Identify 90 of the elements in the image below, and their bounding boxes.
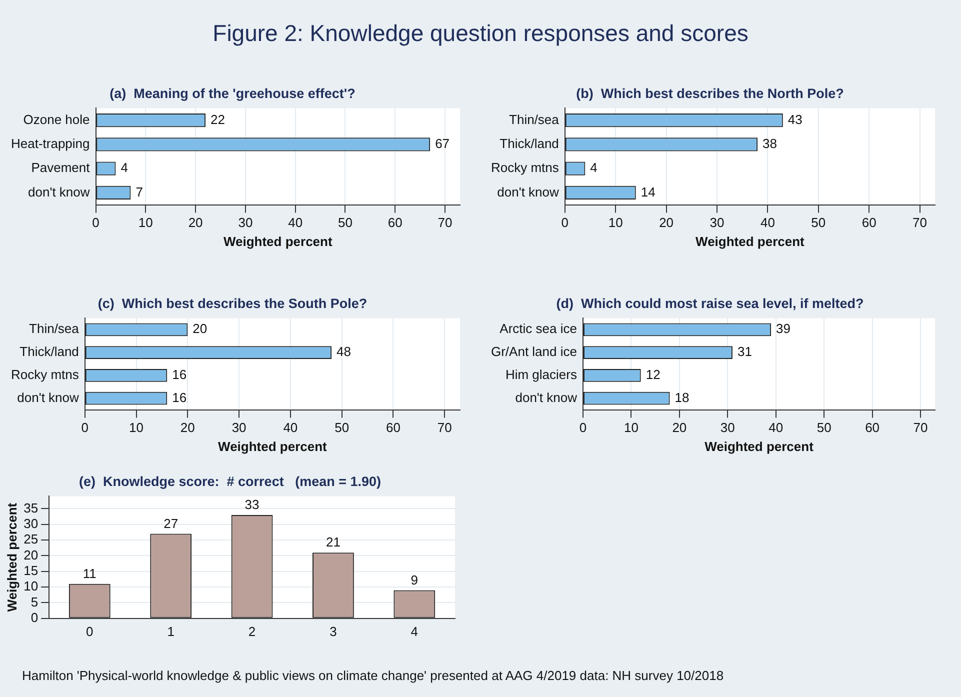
- y-tick-label: Thick/land: [20, 344, 79, 360]
- x-tick-label: 10: [129, 420, 144, 436]
- y-tick-label: 35: [24, 500, 38, 516]
- x-tick-label: 60: [865, 420, 880, 436]
- x-axis-title: Weighted percent: [218, 438, 328, 454]
- data-label: 14: [640, 184, 656, 200]
- x-tick-label: 50: [334, 420, 350, 436]
- chart-title: (c) Which best describes the South Pole?: [98, 296, 368, 311]
- y-tick-label: 20: [24, 547, 38, 562]
- data-label: 16: [172, 367, 187, 382]
- data-label: 43: [788, 112, 802, 127]
- y-tick-label: Thin/sea: [509, 112, 560, 127]
- x-tick-label: 70: [437, 420, 452, 436]
- data-label: 67: [435, 136, 450, 152]
- y-tick-label: 15: [24, 562, 38, 578]
- y-tick-label: 25: [24, 532, 38, 547]
- x-tick-label: 20: [188, 215, 203, 230]
- x-tick-label: 60: [388, 215, 402, 230]
- data-label: 39: [776, 321, 791, 336]
- data-label: 20: [192, 321, 208, 336]
- x-tick-label: 50: [338, 215, 352, 230]
- chart-title: (d) Which could most raise sea level, if melted?: [556, 296, 864, 311]
- x-tick-label: 60: [386, 420, 400, 436]
- data-label: 4: [590, 160, 598, 176]
- x-axis-title: Weighted percent: [223, 234, 333, 249]
- x-tick-label: 40: [288, 215, 303, 230]
- y-axis-title: Weighted percent: [4, 502, 20, 612]
- x-axis-title: Weighted percent: [696, 234, 806, 249]
- x-tick-label: 50: [811, 215, 826, 230]
- y-tick-label: don't know: [515, 390, 578, 405]
- chart-title: (a) Meaning of the 'greehouse effect'?: [110, 86, 356, 101]
- y-tick-label: Thin/sea: [29, 321, 80, 336]
- x-tick-label: 30: [238, 215, 253, 230]
- x-tick-label: 20: [659, 215, 674, 230]
- y-tick-label: Rocky mtns: [10, 367, 80, 382]
- data-label: 27: [164, 516, 178, 531]
- x-tick-label: 40: [768, 420, 784, 436]
- x-axis-title: Weighted percent: [704, 438, 814, 454]
- text: Hamilton 'Physical-world knowledge & public views on climate change' presented at AAG 4/2019 data: NH survey 10/2018: [22, 668, 724, 683]
- y-tick-label: Ozone hole: [23, 112, 90, 127]
- chart-title: (e) Knowledge score: # correct (mean = 1.90): [79, 474, 381, 489]
- x-tick-label: 20: [180, 420, 195, 436]
- x-tick-label: 1: [167, 624, 174, 639]
- data-label: 38: [762, 136, 778, 152]
- data-label: 12: [646, 367, 660, 382]
- data-label: 4: [120, 160, 128, 176]
- x-tick-label: 3: [330, 624, 337, 639]
- y-tick-label: 10: [24, 578, 38, 594]
- data-label: 21: [326, 534, 340, 550]
- text: Figure 2: Knowledge question responses and scores: [212, 20, 750, 47]
- y-tick-label: don't know: [497, 184, 560, 200]
- x-tick-label: 40: [760, 215, 775, 230]
- x-tick-label: 70: [913, 420, 928, 436]
- x-tick-label: 0: [579, 420, 587, 436]
- data-label: 9: [410, 572, 418, 588]
- x-tick-label: 70: [438, 215, 452, 230]
- data-label: 48: [336, 344, 352, 360]
- x-tick-label: 30: [720, 420, 735, 436]
- x-tick-label: 4: [410, 624, 418, 639]
- x-tick-label: 20: [672, 420, 687, 436]
- data-label: 31: [737, 344, 752, 360]
- y-tick-label: Rocky mtns: [490, 160, 560, 176]
- y-tick-label: don't know: [28, 184, 90, 200]
- x-tick-label: 70: [912, 215, 928, 230]
- chart-title: (b) Which best describes the North Pole?: [576, 86, 844, 101]
- x-tick-label: 2: [248, 624, 256, 639]
- y-tick-label: 30: [24, 516, 38, 531]
- y-tick-label: Arctic sea ice: [500, 321, 577, 336]
- y-tick-label: Him glaciers: [505, 367, 578, 382]
- y-tick-label: Thick/land: [500, 136, 559, 152]
- y-tick-label: don't know: [17, 390, 80, 405]
- data-label: 11: [82, 566, 96, 582]
- y-tick-label: 5: [30, 594, 38, 610]
- y-tick-label: 0: [30, 610, 38, 625]
- data-label: 33: [244, 497, 260, 512]
- x-tick-label: 40: [283, 420, 298, 436]
- x-tick-label: 10: [138, 215, 153, 230]
- data-label: 7: [136, 184, 143, 200]
- data-label: 16: [172, 390, 187, 405]
- y-tick-label: Gr/Ant land ice: [490, 344, 577, 360]
- x-tick-label: 60: [862, 215, 876, 230]
- x-tick-label: 30: [232, 420, 246, 436]
- y-tick-label: Pavement: [31, 160, 90, 176]
- x-tick-label: 30: [710, 215, 724, 230]
- x-tick-label: 50: [816, 420, 832, 436]
- y-tick-label: Heat-trapping: [10, 136, 90, 152]
- x-tick-label: 10: [608, 215, 623, 230]
- data-label: 22: [210, 112, 226, 127]
- data-label: 18: [674, 390, 690, 405]
- x-tick-label: 10: [624, 420, 638, 436]
